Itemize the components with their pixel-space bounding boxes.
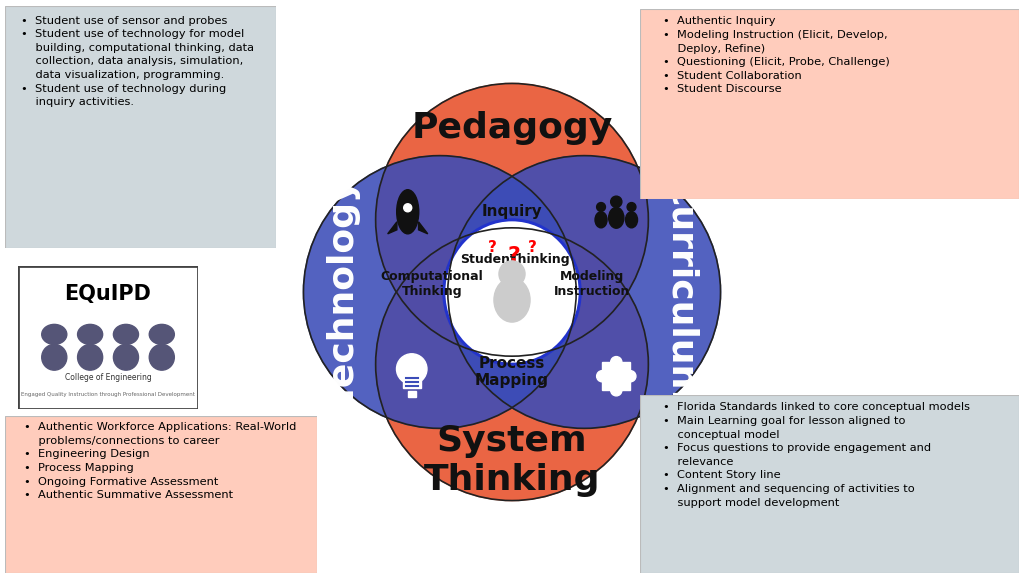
Circle shape: [376, 84, 648, 356]
Text: Thinking: Thinking: [510, 253, 570, 266]
Text: Curriculum: Curriculum: [664, 180, 697, 404]
Circle shape: [303, 156, 577, 428]
FancyBboxPatch shape: [5, 416, 317, 573]
Text: EQuIPD: EQuIPD: [65, 284, 152, 304]
Text: •  Authentic Workforce Applications: Real-World
    problems/connections to care: • Authentic Workforce Applications: Real…: [24, 422, 296, 500]
Circle shape: [376, 228, 648, 500]
FancyBboxPatch shape: [408, 391, 416, 397]
Circle shape: [597, 371, 608, 382]
Polygon shape: [388, 222, 397, 234]
Circle shape: [610, 196, 622, 207]
Ellipse shape: [595, 212, 607, 228]
Ellipse shape: [626, 212, 638, 228]
Text: ?: ?: [527, 241, 537, 255]
Circle shape: [597, 203, 605, 211]
Text: Computational
Thinking: Computational Thinking: [380, 270, 483, 298]
Circle shape: [403, 204, 412, 212]
Circle shape: [625, 371, 636, 382]
Text: Process
Mapping: Process Mapping: [475, 356, 549, 388]
Text: College of Engineering: College of Engineering: [65, 373, 152, 382]
Text: •  Florida Standards linked to core conceptual models
•  Main Learning goal for : • Florida Standards linked to core conce…: [663, 402, 970, 507]
Circle shape: [610, 385, 622, 396]
Polygon shape: [419, 222, 428, 234]
Circle shape: [42, 324, 67, 345]
Ellipse shape: [608, 207, 624, 228]
Text: •  Authentic Inquiry
•  Modeling Instruction (Elicit, Develop,
    Deploy, Refin: • Authentic Inquiry • Modeling Instructi…: [663, 16, 890, 95]
Text: ?: ?: [487, 241, 497, 255]
Circle shape: [499, 261, 525, 287]
Circle shape: [610, 357, 622, 368]
Circle shape: [114, 324, 138, 345]
Text: Technology: Technology: [327, 178, 360, 406]
FancyBboxPatch shape: [5, 6, 276, 248]
FancyBboxPatch shape: [402, 373, 421, 388]
Text: •  Student use of sensor and probes
•  Student use of technology for model
    b: • Student use of sensor and probes • Stu…: [22, 16, 254, 107]
Text: Modeling
Instruction: Modeling Instruction: [554, 270, 631, 298]
Text: Student: Student: [460, 253, 516, 266]
Text: System
Thinking: System Thinking: [424, 424, 600, 497]
Circle shape: [627, 203, 636, 211]
Circle shape: [150, 324, 174, 345]
Polygon shape: [399, 190, 417, 208]
Text: Inquiry: Inquiry: [481, 204, 543, 219]
Text: ?: ?: [508, 246, 520, 266]
FancyBboxPatch shape: [640, 395, 1019, 573]
Text: Engaged Quality Instruction through Professional Development: Engaged Quality Instruction through Prof…: [22, 392, 195, 397]
Ellipse shape: [42, 345, 67, 370]
Circle shape: [78, 324, 102, 345]
Circle shape: [396, 354, 427, 384]
Text: Pedagogy: Pedagogy: [412, 110, 612, 145]
FancyBboxPatch shape: [18, 266, 198, 409]
FancyBboxPatch shape: [602, 362, 631, 390]
Ellipse shape: [114, 345, 138, 370]
Circle shape: [447, 156, 721, 428]
Ellipse shape: [396, 190, 419, 234]
Ellipse shape: [443, 220, 581, 364]
Ellipse shape: [494, 278, 530, 322]
Ellipse shape: [150, 345, 174, 370]
Ellipse shape: [78, 345, 102, 370]
FancyBboxPatch shape: [640, 9, 1019, 199]
